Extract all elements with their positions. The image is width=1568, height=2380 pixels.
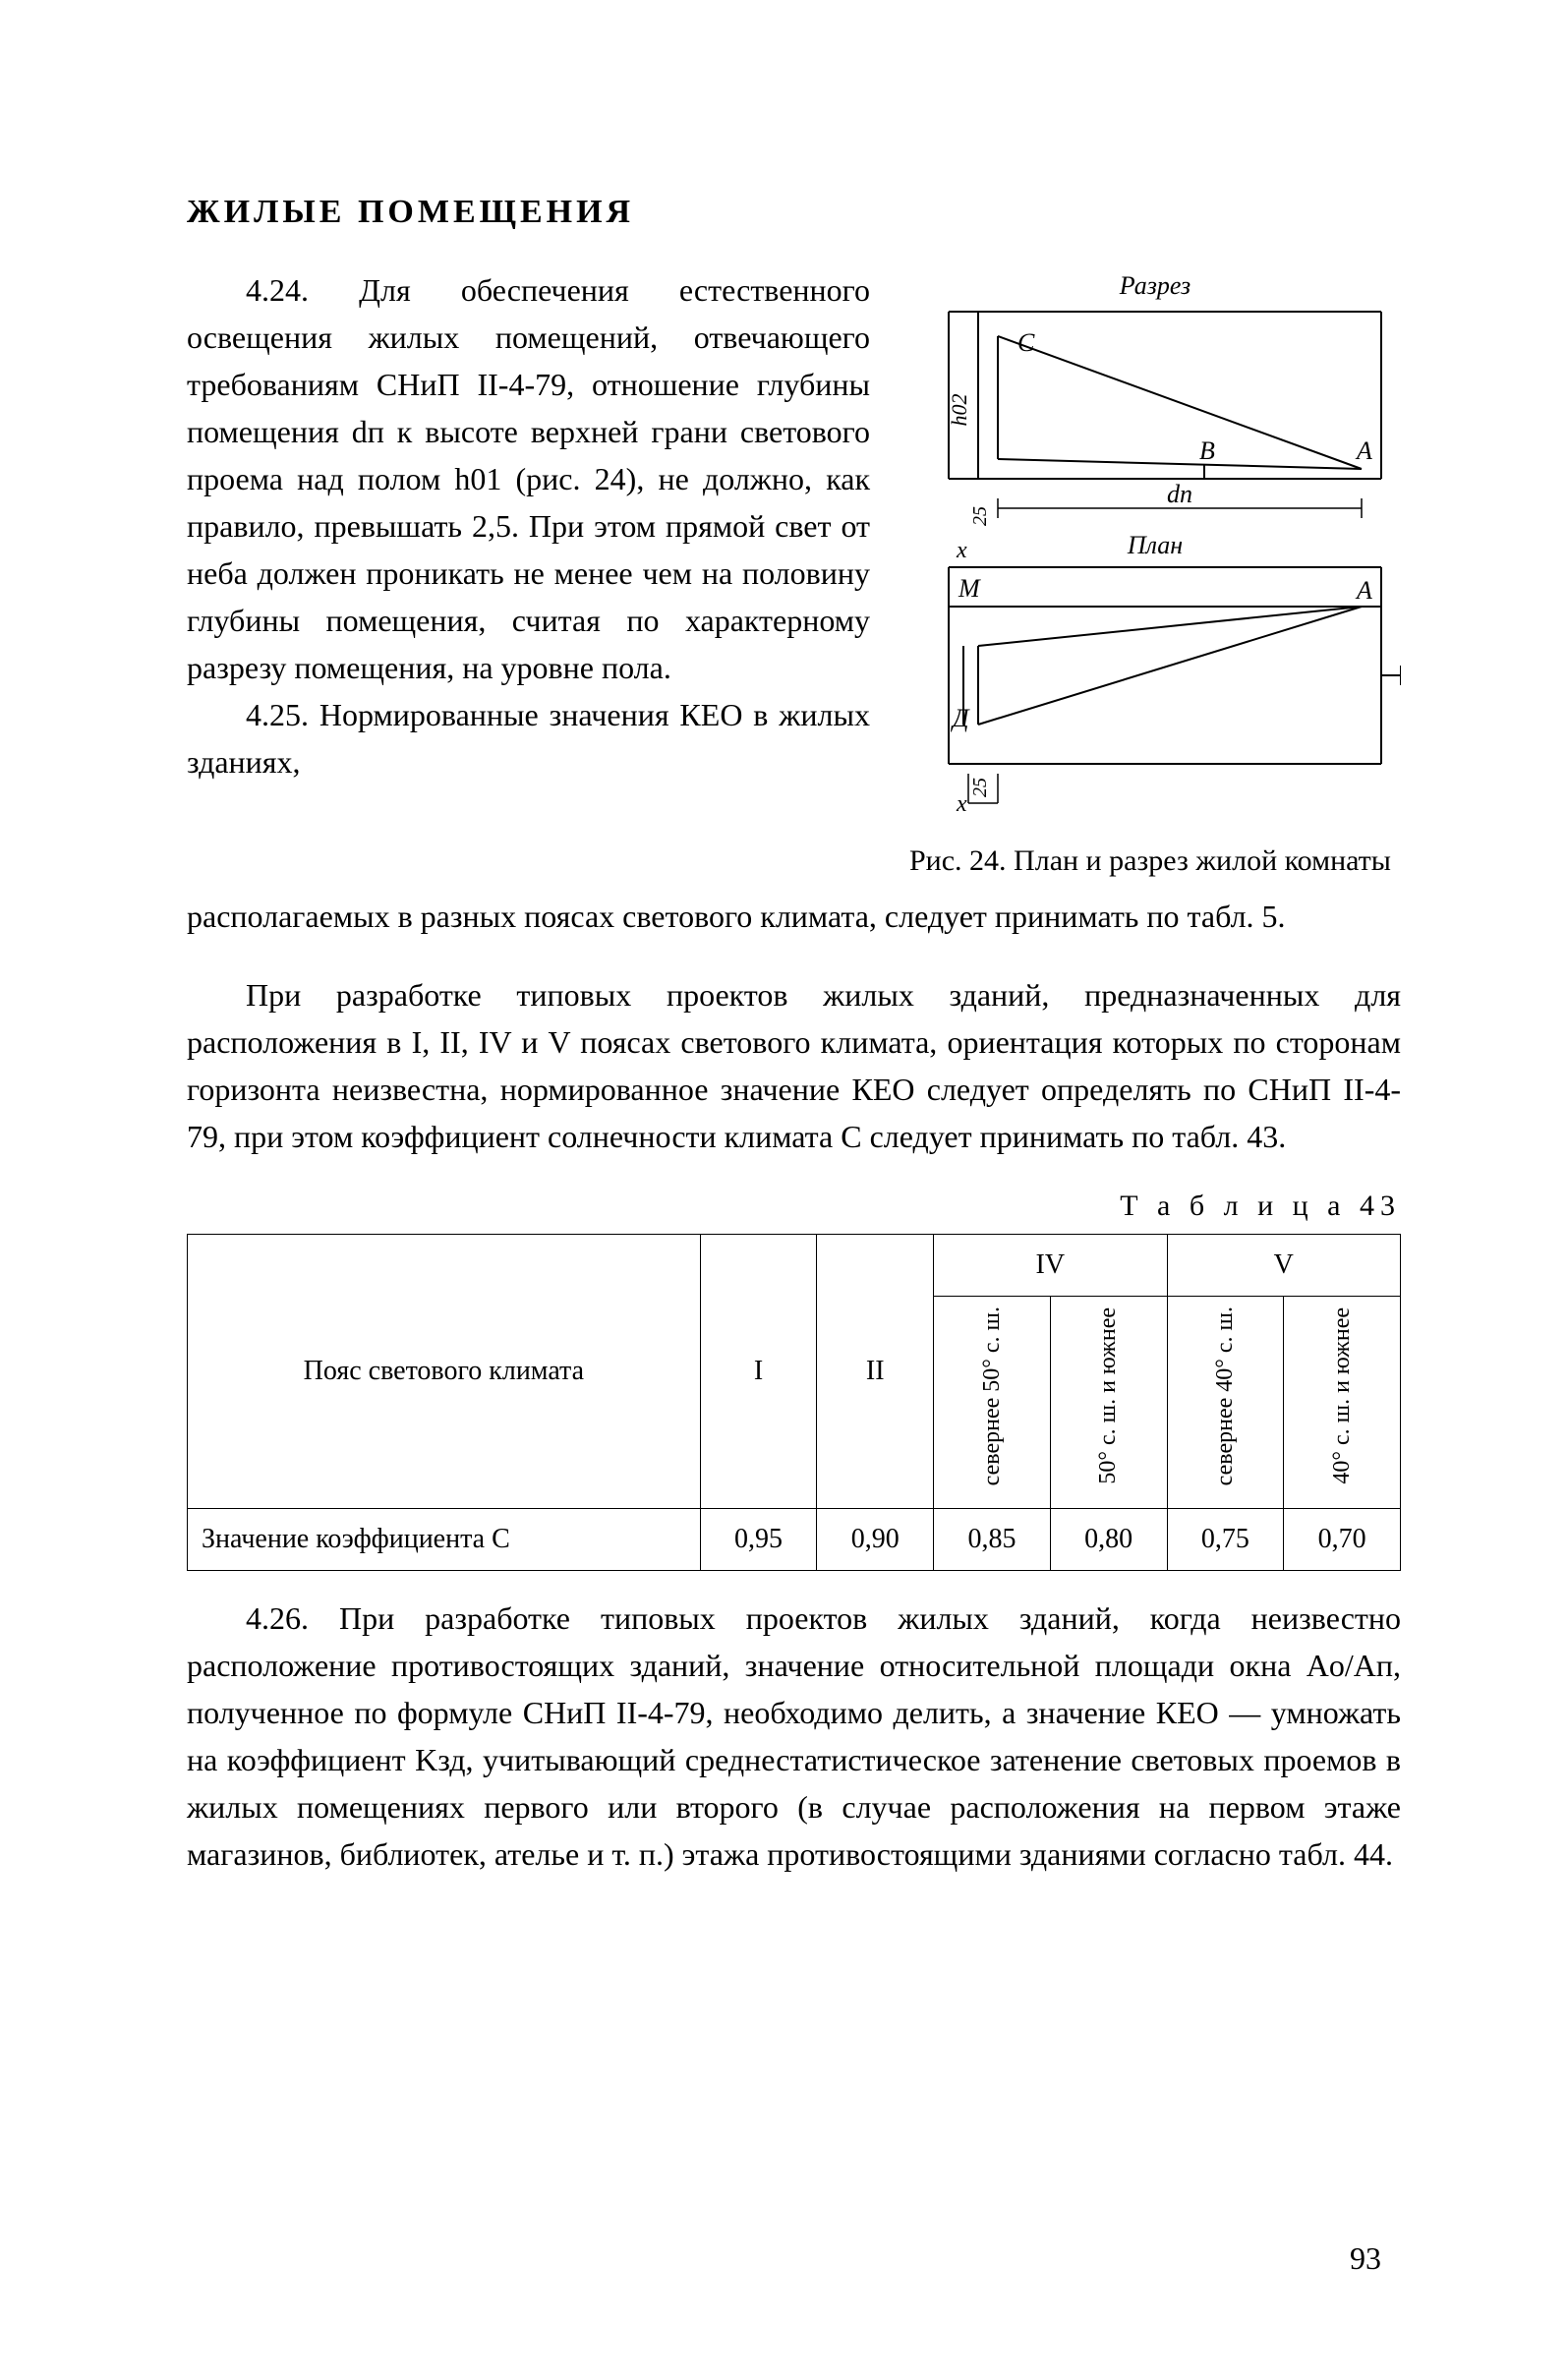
table-43: Пояс светового климата I II IV V северне… bbox=[187, 1234, 1401, 1571]
section-title: ЖИЛЫЕ ПОМЕЩЕНИЯ bbox=[187, 187, 1401, 237]
figure-24: Разрез C B bbox=[909, 272, 1401, 883]
two-column-layout: 4.24. Для обеспечения естественного осве… bbox=[187, 266, 1401, 883]
page-number: 93 bbox=[1350, 2235, 1381, 2282]
col-header-v: V bbox=[1167, 1235, 1400, 1297]
right-column: Разрез C B bbox=[909, 266, 1401, 883]
page: ЖИЛЫЕ ПОМЕЩЕНИЯ 4.24. Для обеспечения ес… bbox=[0, 0, 1568, 2380]
figure-label-plan: План bbox=[1127, 531, 1183, 559]
figure-label-a: A bbox=[1355, 436, 1372, 465]
paragraph-4-25-continued: располагаемых в разных поясах светового … bbox=[187, 893, 1401, 940]
table-row: Значение коэффициента C 0,95 0,90 0,85 0… bbox=[188, 1509, 1401, 1571]
cell-ii: 0,90 bbox=[817, 1509, 934, 1571]
figure-svg: Разрез C B bbox=[909, 272, 1401, 823]
paragraph-4-24: 4.24. Для обеспечения естественного осве… bbox=[187, 266, 870, 691]
figure-label-b: B bbox=[1199, 436, 1215, 465]
paragraph-4-26: 4.26. При разработке типовых проектов жи… bbox=[187, 1595, 1401, 1878]
figure-caption: Рис. 24. План и разрез жилой комнаты bbox=[909, 839, 1401, 883]
cell-v-a: 0,75 bbox=[1167, 1509, 1284, 1571]
col-header-i: I bbox=[700, 1235, 817, 1509]
paragraph-typical-projects: При разработке типовых проектов жилых зд… bbox=[187, 971, 1401, 1160]
cell-value-label: Значение коэффициента C bbox=[188, 1509, 701, 1571]
figure-label-h02: h02 bbox=[947, 394, 971, 427]
figure-label-razrez: Разрез bbox=[1119, 272, 1191, 300]
cell-v-b: 0,70 bbox=[1284, 1509, 1401, 1571]
figure-label-d: Д bbox=[950, 704, 970, 732]
left-column: 4.24. Для обеспечения естественного осве… bbox=[187, 266, 870, 883]
col-header-v-b: 40° с. ш. и южнее bbox=[1284, 1297, 1401, 1509]
cell-i: 0,95 bbox=[700, 1509, 817, 1571]
cell-iv-a: 0,85 bbox=[934, 1509, 1051, 1571]
table-row: Пояс светового климата I II IV V bbox=[188, 1235, 1401, 1297]
cell-iv-b: 0,80 bbox=[1050, 1509, 1167, 1571]
figure-label-25-top: 25 bbox=[969, 506, 991, 526]
paragraph-4-25-start: 4.25. Нормированные значения КЕО в жилых… bbox=[187, 691, 870, 785]
table-43-caption: Т а б л и ц а 43 bbox=[187, 1184, 1401, 1228]
col-header-iv-a: севернее 50° с. ш. bbox=[934, 1297, 1051, 1509]
col-header-ii: II bbox=[817, 1235, 934, 1509]
figure-label-a2: A bbox=[1355, 576, 1372, 605]
col-header-iv-b: 50° с. ш. и южнее bbox=[1050, 1297, 1167, 1509]
col-header-v-a: севернее 40° с. ш. bbox=[1167, 1297, 1284, 1509]
col-header-zone: Пояс светового климата bbox=[188, 1235, 701, 1509]
col-header-iv: IV bbox=[934, 1235, 1167, 1297]
figure-label-x1: x bbox=[956, 538, 967, 563]
figure-label-c: C bbox=[1017, 328, 1035, 357]
figure-label-25-bot: 25 bbox=[969, 778, 991, 797]
figure-label-dp: dп bbox=[1167, 480, 1192, 508]
figure-label-x2: x bbox=[956, 791, 967, 817]
figure-label-m: M bbox=[958, 574, 981, 603]
